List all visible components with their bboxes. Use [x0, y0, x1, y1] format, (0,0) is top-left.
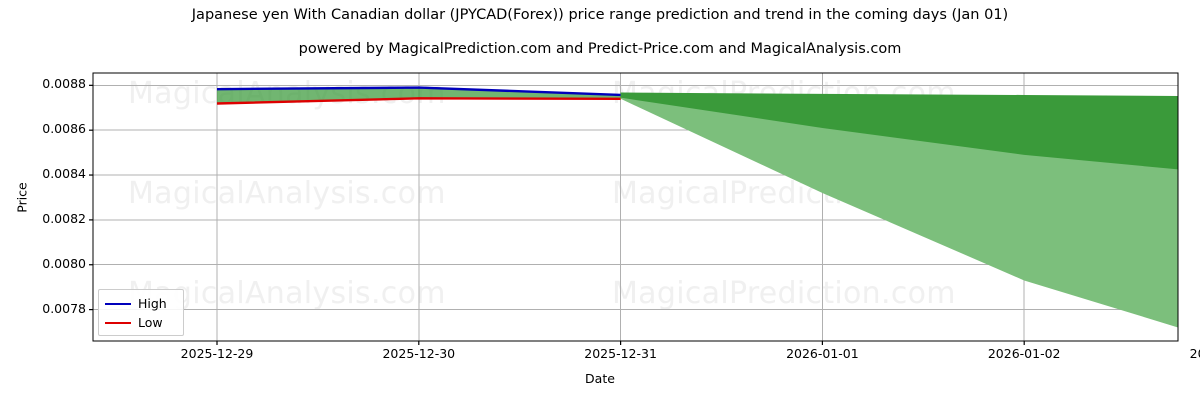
- x-tick-label: 2026-01-02: [987, 346, 1061, 361]
- x-tick-label: 2025-12-30: [382, 346, 456, 361]
- y-tick-label: 0.0080: [42, 255, 86, 271]
- y-tick-label: 0.0078: [42, 300, 86, 316]
- chart-legend[interactable]: High Low: [98, 289, 184, 336]
- legend-swatch-low: [105, 322, 131, 324]
- x-axis-label: Date: [585, 371, 615, 386]
- legend-item-high: High: [105, 294, 167, 314]
- legend-label-high: High: [138, 295, 167, 311]
- x-tick-label: 2026-01-03: [1189, 346, 1200, 361]
- y-tick-label: 0.0086: [42, 121, 86, 137]
- band-area: [620, 92, 1178, 170]
- axis-frame: [89, 72, 1179, 345]
- chart-title: Japanese yen With Canadian dollar (JPYCA…: [191, 7, 1009, 23]
- legend-label-low: Low: [138, 314, 163, 330]
- x-tick-label: 2026-01-01: [786, 346, 859, 361]
- legend-swatch-high: [105, 303, 131, 305]
- low-line: [216, 97, 621, 105]
- y-tick-label: 0.0088: [42, 76, 86, 92]
- y-tick-label: 0.0084: [42, 166, 86, 182]
- chart-subtitle: powered by MagicalPrediction.com and Pre…: [298, 41, 902, 57]
- legend-item-low: Low: [105, 313, 163, 333]
- high-line: [216, 86, 621, 97]
- x-tick-label: 2025-12-31: [584, 346, 657, 361]
- x-tick-label: 2025-12-29: [180, 346, 254, 361]
- prediction-bands: [217, 87, 1178, 328]
- data-lines: [216, 86, 621, 105]
- y-tick-label: 0.0082: [42, 210, 86, 226]
